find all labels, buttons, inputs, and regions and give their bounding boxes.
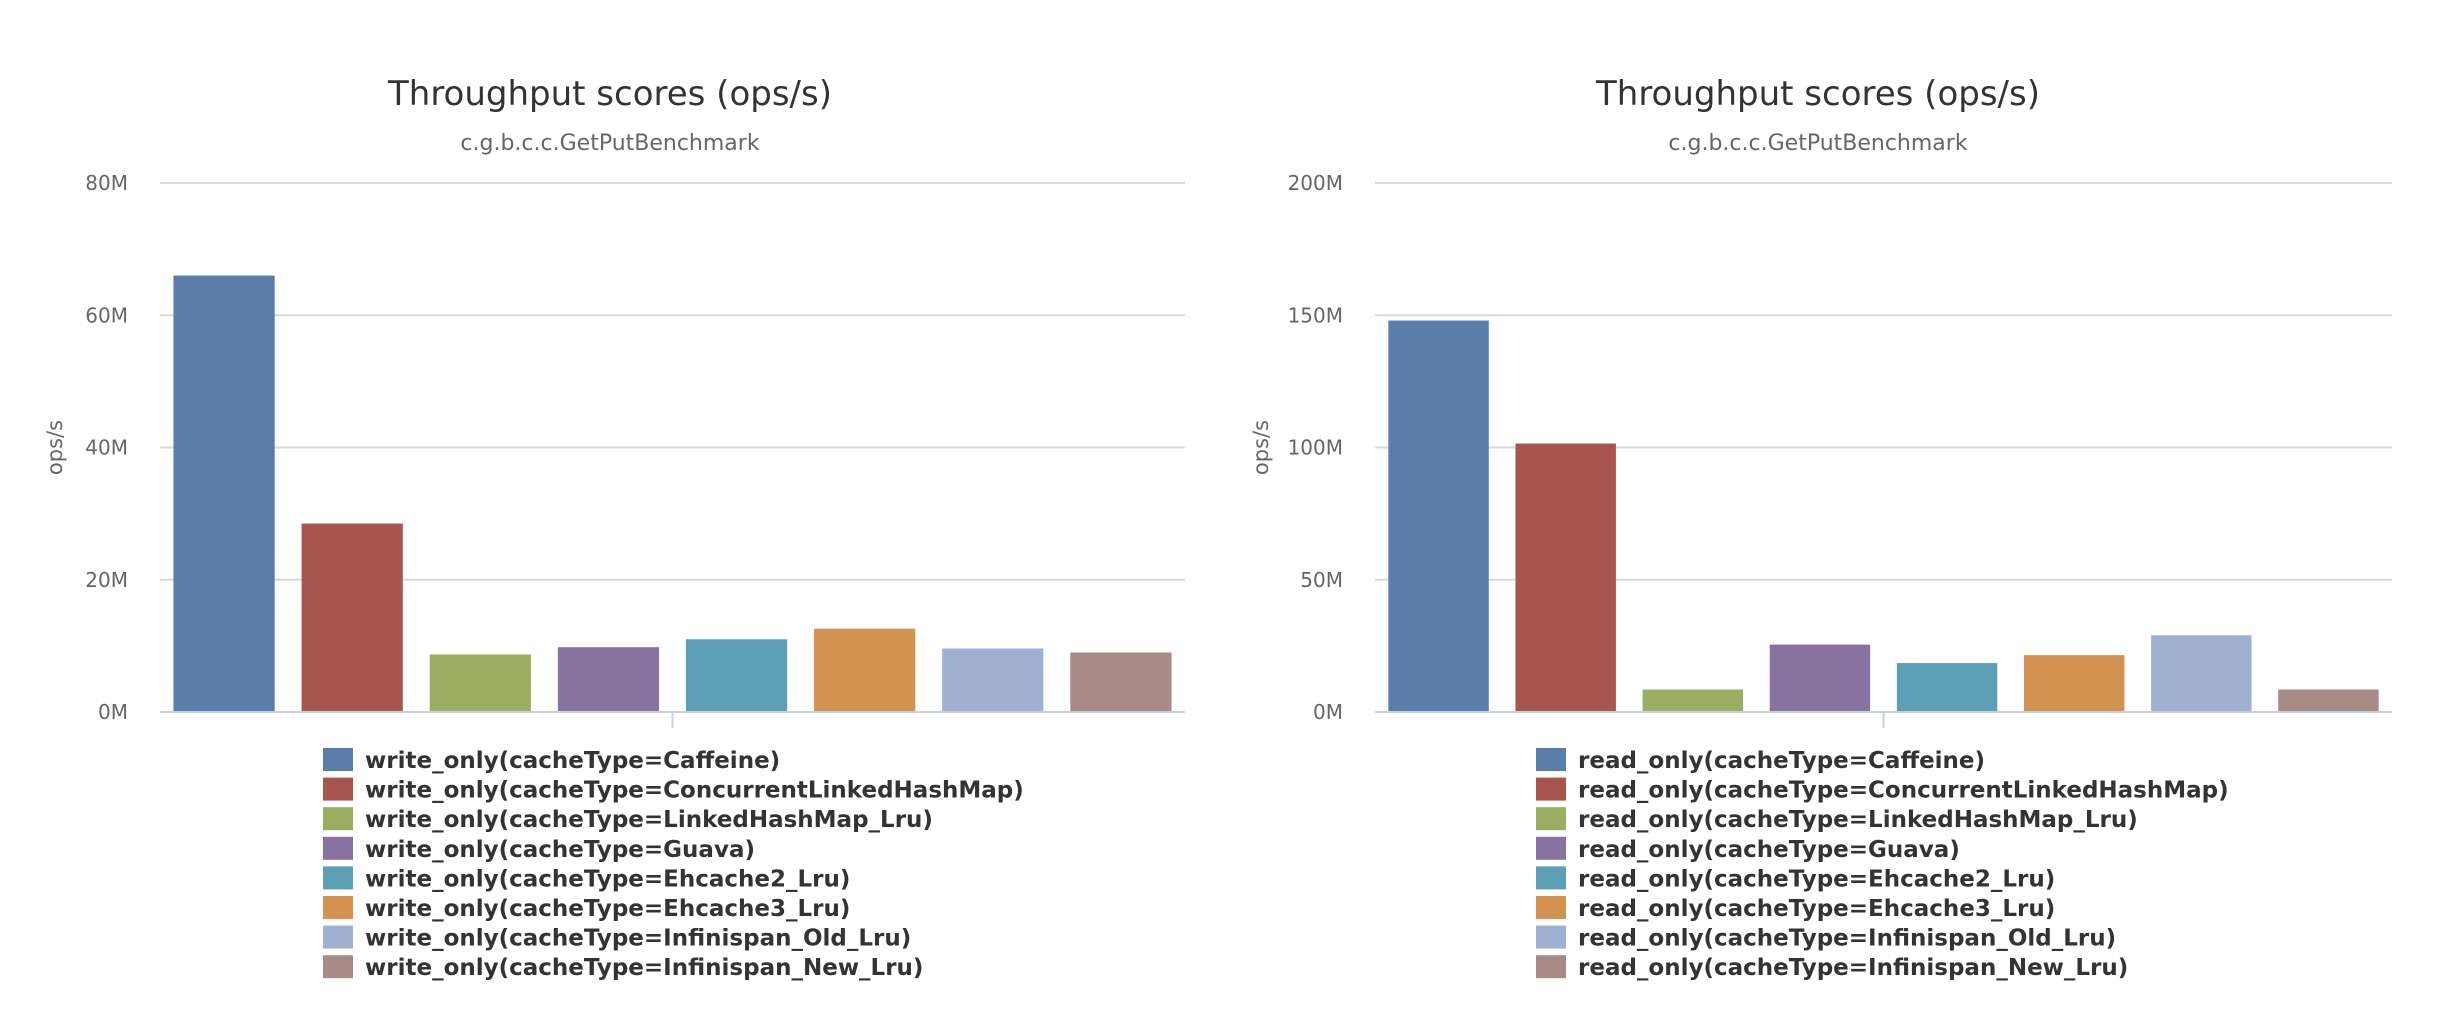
bar [2023,655,2125,712]
chart-write-only: Throughput scores (ops/s) c.g.b.c.c.GetPu… [43,74,1185,981]
y-axis-label: ops/s [1249,420,1273,475]
legend-swatch [1536,896,1566,919]
y-tick-label: 80M [85,171,128,195]
bar [429,654,531,712]
legend-swatch [323,777,353,801]
legend-label: write_only(cacheType=ConcurrentLinkedHas… [365,778,1024,804]
chart-title: Throughput scores (ops/s) [1595,74,2040,114]
bar [1769,644,1871,712]
y-tick-label: 0M [98,700,128,724]
y-tick-label: 0M [1313,700,1343,724]
bar [814,628,916,712]
bar [1642,689,1744,712]
legend-label: read_only(cacheType=Caffeine) [1578,748,1985,774]
y-axis-label: ops/s [43,420,67,475]
chart-subtitle: c.g.b.c.c.GetPutBenchmark [460,131,759,156]
chart-subtitle: c.g.b.c.c.GetPutBenchmark [1668,131,1967,156]
bar [1388,320,1489,712]
legend-swatch [323,925,353,949]
chart-read-only: Throughput scores (ops/s) c.g.b.c.c.GetPu… [1249,74,2392,981]
bar [1896,663,1998,712]
chart-title: Throughput scores (ops/s) [387,74,832,114]
legend-label: write_only(cacheType=LinkedHashMap_Lru) [365,807,933,833]
legend-swatch [1536,748,1566,771]
bar [1515,443,1616,712]
legend-swatch [323,955,353,979]
legend-swatch [1536,836,1566,860]
legend-swatch [323,748,353,771]
legend-swatch [1536,925,1566,949]
bar [685,639,788,712]
legend-swatch [323,896,353,919]
y-tick-label: 60M [85,303,128,327]
bar [942,648,1044,712]
legend-swatch [323,836,353,860]
legend-label: write_only(cacheType=Ehcache2_Lru) [365,866,850,892]
y-tick-label: 150M [1288,303,1343,327]
bar [301,523,403,712]
y-tick-label: 200M [1288,171,1343,195]
bar [557,647,660,712]
legend-swatch [1536,777,1566,801]
legend-swatch [1536,955,1566,979]
legend-label: read_only(cacheType=LinkedHashMap_Lru) [1578,807,2138,833]
legend-swatch [323,807,353,831]
bar [1070,652,1172,712]
bar [173,275,275,712]
legend-label: write_only(cacheType=Infinispan_Old_Lru) [365,926,911,952]
legend-label: write_only(cacheType=Caffeine) [365,748,780,774]
legend-label: read_only(cacheType=ConcurrentLinkedHash… [1578,778,2229,804]
y-tick-label: 50M [1300,568,1343,592]
legend-label: read_only(cacheType=Infinispan_Old_Lru) [1578,926,2116,952]
bar [2151,635,2252,712]
legend-label: read_only(cacheType=Guava) [1578,837,1960,863]
legend-label: read_only(cacheType=Ehcache3_Lru) [1578,896,2055,922]
legend-swatch [323,866,353,890]
legend-swatch [1536,807,1566,831]
legend-label: write_only(cacheType=Guava) [365,837,755,863]
y-tick-label: 100M [1288,436,1343,460]
y-tick-label: 20M [85,568,128,592]
legend-label: write_only(cacheType=Ehcache3_Lru) [365,896,850,922]
legend-label: read_only(cacheType=Infinispan_New_Lru) [1578,955,2128,981]
legend-label: write_only(cacheType=Infinispan_New_Lru) [365,955,923,981]
y-tick-label: 40M [85,436,128,460]
bar [2278,689,2379,712]
legend-swatch [1536,866,1566,890]
legend-label: read_only(cacheType=Ehcache2_Lru) [1578,866,2055,892]
